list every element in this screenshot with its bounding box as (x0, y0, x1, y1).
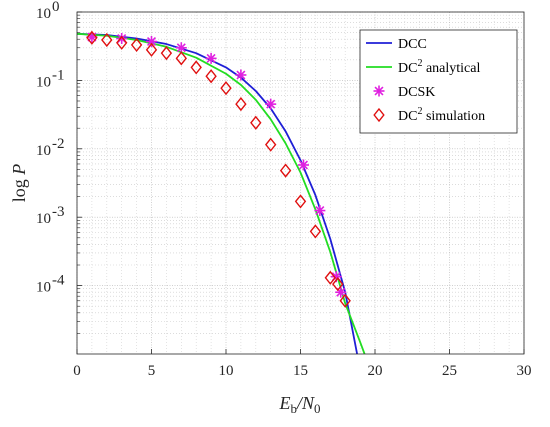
y-tick-exp-2: -2 (52, 136, 65, 152)
x-tick-label-4: 20 (368, 363, 383, 379)
y-tick-label-0: 10 (36, 6, 51, 22)
series-2-point-4-arm-3 (206, 53, 216, 63)
series-2-point-6-arm-3 (266, 99, 276, 109)
x-label-sub2: 0 (314, 401, 321, 416)
y-tick-label-3: 10 (36, 211, 51, 227)
y-label-var: P (9, 164, 29, 176)
y-tick-exp-1: -1 (52, 67, 65, 83)
y-tick-exp-0: 0 (52, 0, 60, 15)
x-tick-label-0: 0 (73, 363, 81, 379)
series-3-point-2 (116, 35, 128, 50)
series-3-point-1 (101, 32, 113, 48)
series-0-line (77, 32, 359, 354)
y-tick-exp-3: -3 (52, 204, 65, 220)
series-2-point-4 (205, 52, 217, 64)
series-3-point-17 (332, 277, 344, 292)
legend-label-2: DCSK (398, 85, 435, 100)
series-3-point-0 (86, 30, 98, 45)
legend-label-3: DC2 simulation (398, 106, 485, 124)
legend-label-0: DCC (398, 37, 427, 52)
series-2-point-3-arm-3 (176, 43, 186, 53)
y-tick-label-4: 10 (36, 280, 51, 296)
y-tick-exp-4: -4 (52, 273, 65, 289)
series-3-point-14 (294, 194, 307, 209)
x-label-sub1: b (290, 401, 297, 416)
series-3-point-16 (324, 270, 336, 285)
series-3-point-8 (205, 69, 217, 84)
x-tick-label-5: 25 (442, 363, 457, 379)
legend-swatch-2 (373, 85, 385, 97)
x-label-mid: /N (296, 393, 315, 413)
series-3-point-18 (339, 293, 351, 308)
series-2-point-8 (314, 205, 326, 217)
series-3-point-13 (279, 163, 292, 178)
series-3-point-12 (265, 137, 277, 152)
x-axis-label: Eb/N0 (278, 393, 320, 416)
series-layer (77, 30, 366, 354)
x-tick-label-3: 15 (293, 363, 308, 379)
legend-swatch-2-arm-3 (374, 86, 384, 96)
x-label-main: E (278, 393, 290, 413)
series-2-point-2 (146, 36, 157, 48)
series-3-point-3 (130, 37, 143, 53)
series-3-point-7 (190, 60, 202, 75)
legend-label-1: DC2 analytical (398, 58, 480, 76)
series-3-point-9 (220, 81, 232, 96)
series-2-point-5-arm-3 (236, 70, 246, 80)
series-2-point-6 (265, 98, 277, 110)
y-tick-label-1: 10 (36, 74, 51, 90)
series-2-point-8-arm-3 (315, 206, 325, 216)
x-tick-label-6: 30 (517, 363, 532, 379)
legend-box (359, 29, 518, 134)
series-2-point-5 (235, 69, 247, 81)
series-3-point-6 (175, 51, 187, 66)
series-3-point-5 (160, 46, 173, 61)
x-tick-label-2: 10 (219, 363, 234, 379)
legend: DCC DC2 analytical DCSK DC2 simulation (359, 29, 518, 134)
series-3-point-4 (145, 42, 158, 57)
series-3-point-10 (235, 96, 247, 112)
x-tick-label-1: 5 (148, 363, 156, 379)
y-tick-label-2: 10 (36, 143, 51, 159)
y-axis-label: log P (9, 164, 29, 203)
series-3-point-15 (309, 224, 322, 239)
series-2-point-7 (297, 159, 309, 171)
y-label-pre: log (9, 175, 29, 203)
series-2-point-2-arm-3 (146, 37, 157, 47)
series-3-point-11 (250, 115, 262, 130)
series-2-point-10-arm-3 (336, 287, 346, 297)
legend-swatch-3 (373, 107, 385, 123)
series-2-point-7-arm-3 (298, 160, 309, 170)
